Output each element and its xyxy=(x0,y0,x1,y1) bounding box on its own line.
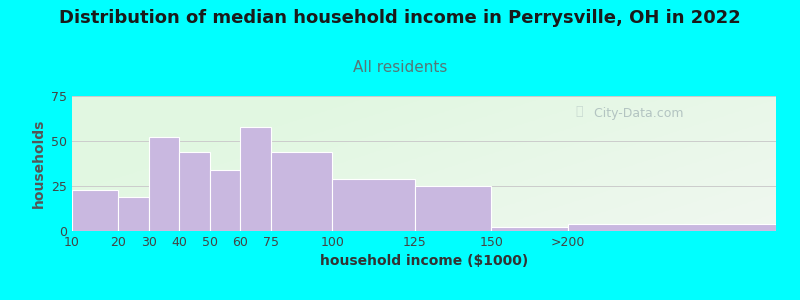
Bar xyxy=(332,179,415,231)
Bar xyxy=(118,197,149,231)
Text: City-Data.com: City-Data.com xyxy=(586,107,683,120)
Text: 🔍: 🔍 xyxy=(575,105,583,119)
Bar xyxy=(210,170,240,231)
Bar xyxy=(271,152,332,231)
Bar xyxy=(568,224,776,231)
Bar xyxy=(415,186,491,231)
Y-axis label: households: households xyxy=(31,119,46,208)
Text: Distribution of median household income in Perrysville, OH in 2022: Distribution of median household income … xyxy=(59,9,741,27)
X-axis label: household income ($1000): household income ($1000) xyxy=(320,254,528,268)
Bar xyxy=(72,190,118,231)
Bar xyxy=(491,227,568,231)
Text: All residents: All residents xyxy=(353,60,447,75)
Bar xyxy=(179,152,210,231)
Bar xyxy=(240,127,271,231)
Bar xyxy=(149,137,179,231)
